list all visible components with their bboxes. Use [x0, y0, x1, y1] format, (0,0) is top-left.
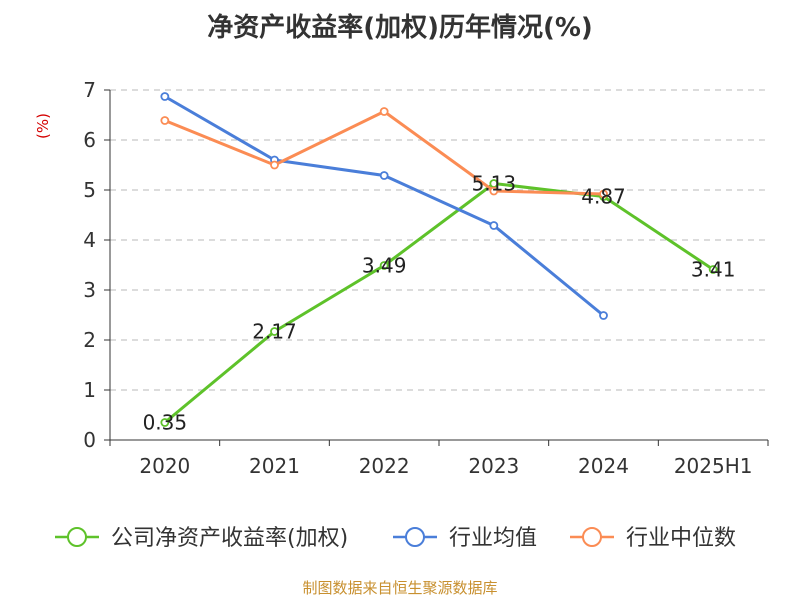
series-3 — [160, 107, 608, 199]
series-2 — [160, 92, 608, 320]
legend: 公司净资产收益率(加权) 行业均值 行业中位数 — [55, 526, 736, 551]
legend-item[interactable]: 行业均值 — [393, 526, 537, 551]
data-point[interactable] — [379, 107, 389, 116]
y-tick-label: 0 — [83, 428, 96, 452]
y-tick-label: 3 — [83, 278, 96, 302]
legend-marker — [405, 527, 425, 547]
series-line — [163, 95, 605, 317]
y-tick-label: 4 — [83, 228, 96, 252]
y-axis-label: (%) — [34, 113, 52, 139]
x-tick-label: 2020 — [139, 454, 190, 478]
data-point[interactable] — [160, 92, 170, 101]
data-label: 3.49 — [362, 254, 407, 278]
series-line — [163, 110, 605, 196]
plot-area — [160, 92, 718, 427]
data-point[interactable] — [599, 189, 608, 199]
source-note: 制图数据来自恒生聚源数据库 — [302, 579, 497, 597]
y-tick-label: 7 — [83, 78, 96, 102]
data-label: 3.41 — [691, 258, 736, 282]
data-point[interactable] — [379, 171, 389, 180]
legend-label: 行业均值 — [449, 526, 537, 551]
x-tick-label: 2025H1 — [674, 454, 753, 478]
data-point[interactable] — [270, 160, 279, 170]
x-tick-label: 2022 — [359, 454, 410, 478]
axes: 0 1 2 3 4 5 6 7 2020 2021 2022 2023 2024 2025H1 — [83, 78, 769, 478]
legend-marker — [582, 527, 602, 547]
data-point[interactable] — [160, 418, 170, 427]
data-label: 0.35 — [143, 411, 188, 435]
x-tick-label: 2023 — [468, 454, 519, 478]
chart-title: 净资产收益率(加权)历年情况(%) — [207, 12, 593, 43]
data-point[interactable] — [270, 327, 279, 336]
y-tick-label: 2 — [83, 328, 96, 352]
y-tick-label: 6 — [83, 128, 96, 152]
y-tick-label: 5 — [83, 178, 96, 202]
data-labels: 0.35 2.17 3.49 5.13 4.87 3.41 — [143, 172, 736, 435]
legend-item[interactable]: 行业中位数 — [570, 526, 736, 551]
x-tick-label: 2024 — [578, 454, 629, 478]
legend-item[interactable]: 公司净资产收益率(加权) — [55, 526, 348, 551]
data-point[interactable] — [708, 265, 718, 274]
data-label: 2.17 — [252, 320, 297, 344]
y-tick-label: 1 — [83, 378, 96, 402]
legend-label: 行业中位数 — [626, 526, 736, 551]
series-line — [163, 182, 715, 424]
data-point[interactable] — [379, 261, 389, 270]
legend-label: 公司净资产收益率(加权) — [111, 526, 348, 551]
data-point[interactable] — [489, 186, 499, 196]
x-tick-label: 2021 — [249, 454, 300, 478]
series-1 — [160, 179, 718, 427]
data-point[interactable] — [160, 116, 170, 125]
data-point[interactable] — [489, 221, 499, 230]
data-label: 4.87 — [581, 185, 626, 209]
legend-marker — [67, 527, 87, 547]
data-label: 5.13 — [472, 172, 517, 196]
data-point[interactable] — [599, 311, 608, 320]
